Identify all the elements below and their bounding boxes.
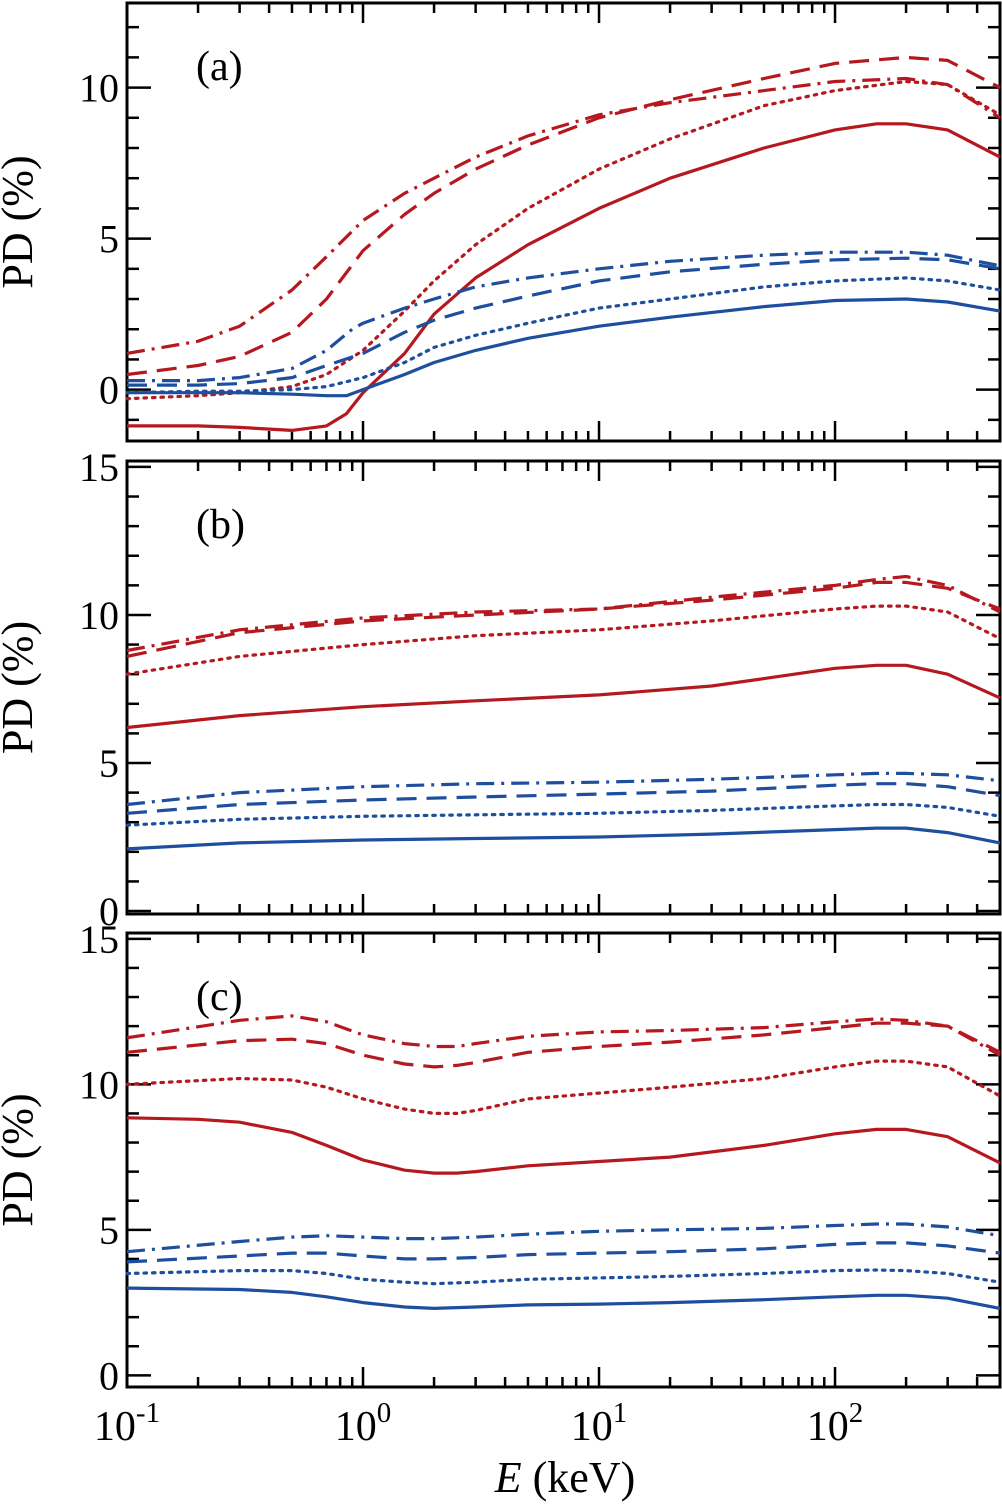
panel-c-series-red-solid [126,1116,1001,1175]
y-axis-title: PD (%) [0,155,42,288]
panel-a-series-red-dashed [126,55,1001,377]
panel-a-series-blue-dashed [127,256,1001,387]
panel-a-series-red-dashdot [126,76,1001,355]
panel-c-series-red-dashdot [126,1014,1001,1057]
panel-c-series-blue-dashdot [126,1222,1001,1254]
y-axis-title: PD (%) [0,1093,42,1226]
panel-a-series-red-dotted [125,79,1002,401]
y-tick-label: 5 [99,741,119,786]
y-tick-label: 0 [99,889,119,934]
y-tick-label: 10 [79,66,119,111]
panel-c-frame [125,931,1002,1389]
panel-b-series-blue-solid [126,826,1001,851]
panel-c-series-red-dashed [126,1021,1001,1069]
panel-c-series-blue-dashed [126,1241,1001,1264]
panel-b-series-red-dotted [125,604,1002,676]
panel-c-series-blue-solid [126,1286,1001,1310]
panel-b-series-red-dashdot [126,574,1001,653]
panel-label: (b) [196,502,245,548]
axis-labels: 0 5 10 (a) PD (%) 0 5 10 15 (b) PD (%) 0 5 10 15 (c) PD … [0,44,863,1502]
y-tick-label: 15 [79,445,119,490]
panel-a-series-blue-dashdot [127,250,1001,383]
panel-b-series-red-dashed [126,580,1001,658]
x-tick-label: 10-1 [94,1397,160,1450]
x-axis-title: E (keV) [494,1453,636,1502]
series-lines [125,55,1002,1310]
panel-frames [125,1,1002,1389]
panel-b-series-blue-dotted [125,802,1002,827]
y-tick-label: 5 [99,217,119,262]
panel-label: (c) [196,974,243,1020]
panel-b-series-blue-dashed [126,782,1001,815]
panel-b-frame [125,459,1002,916]
y-tick-label: 10 [79,1062,119,1107]
panel-c-series-red-dotted [125,1059,1002,1115]
y-tick-label: 15 [79,917,119,962]
x-tick-label: 100 [335,1397,392,1450]
x-tick-label: 101 [571,1397,628,1450]
y-tick-label: 10 [79,593,119,638]
x-tick-label: 102 [807,1397,864,1450]
panel-b-series-red-solid [126,663,1001,730]
y-tick-label: 0 [99,1353,119,1398]
y-axis-title: PD (%) [0,621,42,754]
y-tick-label: 5 [99,1208,119,1253]
panel-b-series-blue-dashdot [126,771,1001,807]
panel-a-series-blue-solid [127,297,1001,398]
panel-label: (a) [196,44,243,90]
panel-a-series-red-solid [127,122,1001,432]
panel-c-series-blue-dotted [125,1268,1002,1286]
y-tick-label: 0 [99,368,119,413]
panel-a-series-blue-dotted [125,276,1002,395]
